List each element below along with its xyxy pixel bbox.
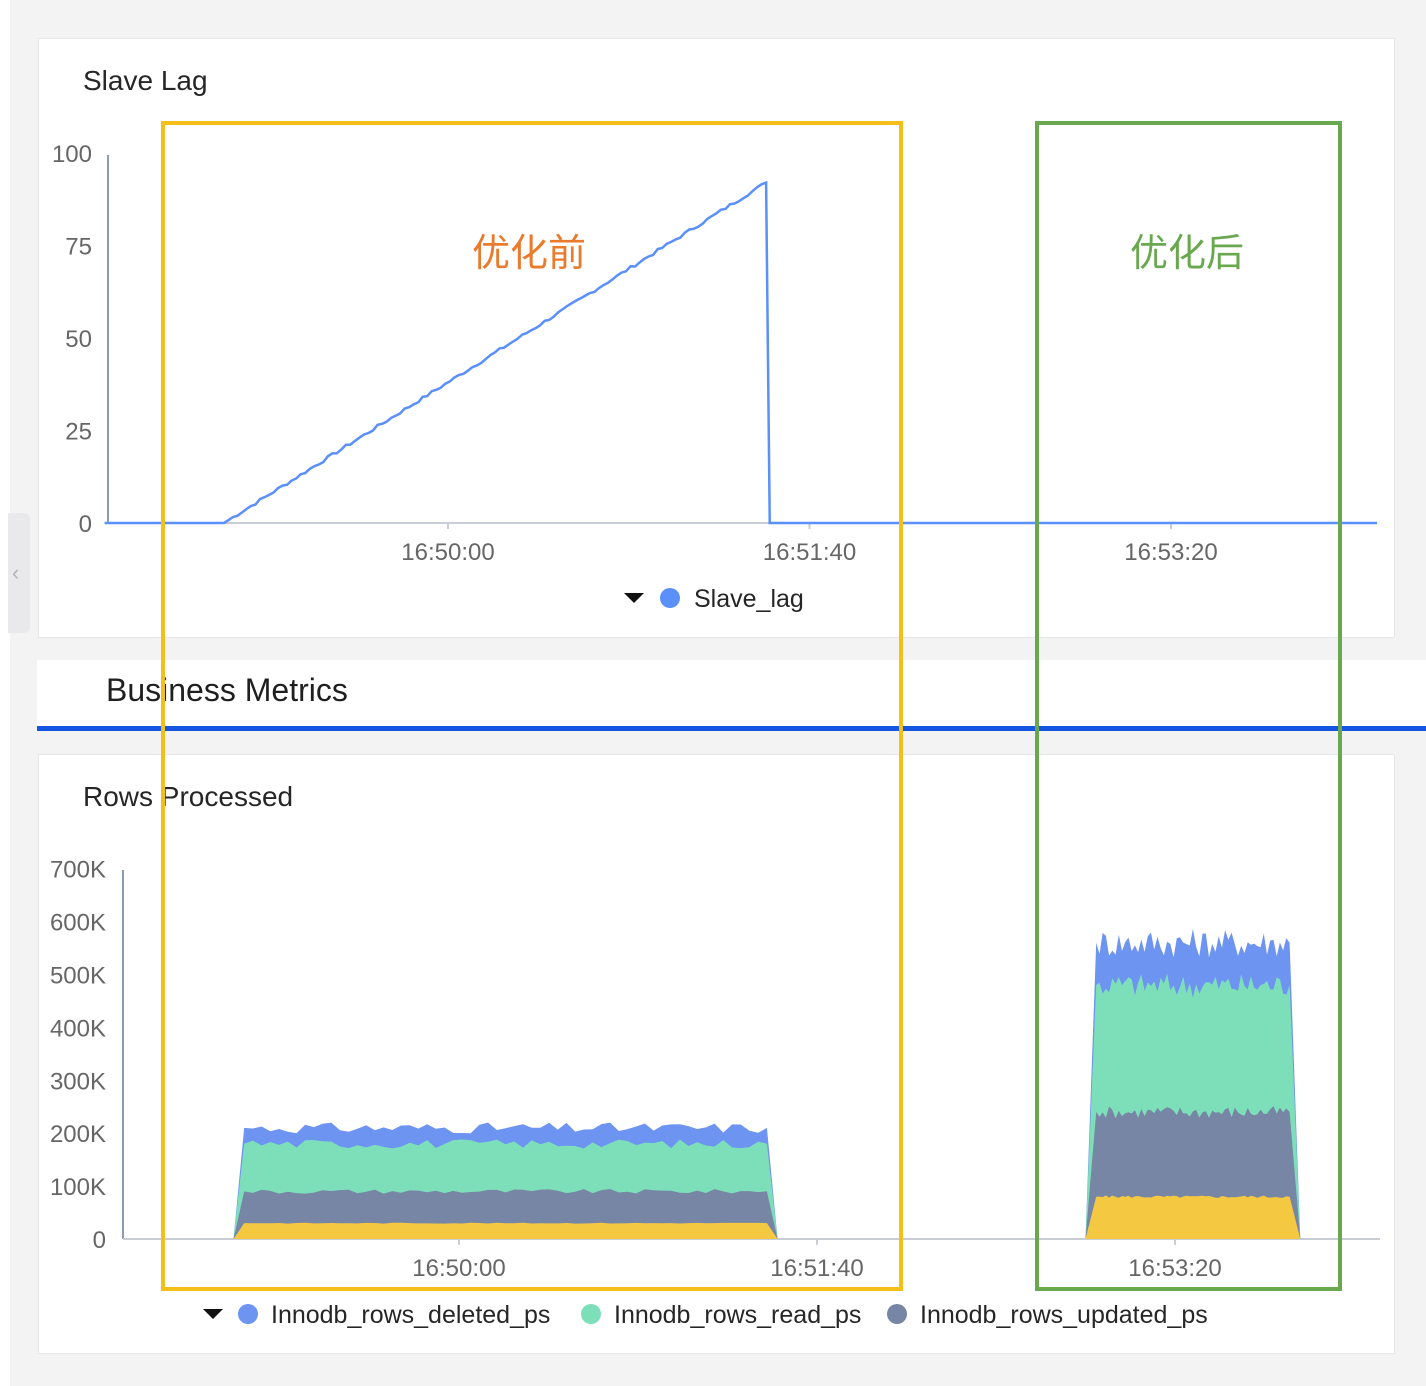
- x-tick-label: 16:50:00: [401, 539, 494, 566]
- area-unlabeled-series-seg1: [233, 1222, 778, 1239]
- y-tick-label: 50: [65, 326, 92, 353]
- annotation-label-before: 优化前: [472, 231, 587, 275]
- rows-processed-chart: 0 100K 200K 300K 400K 500K 600K 700K 16:50:00 16:…: [50, 857, 1380, 1329]
- legend-dot-innodb-rows-read-ps: [581, 1304, 601, 1324]
- y-tick-label: 75: [65, 234, 92, 261]
- y-tick-label: 700K: [50, 857, 106, 884]
- section-header: [37, 660, 1426, 726]
- x-tick-label: 16:53:20: [1128, 1255, 1221, 1282]
- legend-dot-slave-lag: [660, 588, 680, 608]
- section-underline: [37, 726, 1426, 731]
- legend-label-innodb-rows-read-ps: Innodb_rows_read_ps: [614, 1301, 861, 1329]
- slave-lag-panel: Slave Lag: [38, 38, 1395, 638]
- y-tick-label: 200K: [50, 1121, 106, 1148]
- y-tick-label: 0: [93, 1227, 106, 1254]
- y-tick-label: 300K: [50, 1068, 106, 1095]
- legend-label-innodb-rows-updated-ps: Innodb_rows_updated_ps: [920, 1301, 1208, 1329]
- left-edge: [0, 0, 10, 1386]
- y-tick-label: 400K: [50, 1015, 106, 1042]
- legend-label-innodb-rows-deleted-ps: Innodb_rows_deleted_ps: [271, 1301, 550, 1329]
- x-tick-label: 16:53:20: [1124, 539, 1217, 566]
- legend-label-slave-lag: Slave_lag: [694, 585, 804, 613]
- y-tick-label: 0: [79, 511, 92, 538]
- y-tick-label: 600K: [50, 910, 106, 937]
- slave-lag-chart: 0 25 50 75 100 16:50:00 16:51:40 16:53:20 Slave_…: [52, 141, 1378, 613]
- annotation-label-after: 优化后: [1130, 231, 1245, 275]
- legend-dot-innodb-rows-deleted-ps: [238, 1304, 258, 1324]
- collapse-handle[interactable]: ‹: [8, 513, 30, 633]
- chevron-left-icon: ‹: [12, 560, 20, 585]
- legend-dot-innodb-rows-updated-ps: [887, 1304, 907, 1324]
- x-tick-label: 16:50:00: [412, 1255, 505, 1282]
- panel-title-rows-processed: Rows Processed: [83, 781, 294, 812]
- panel-title-slave-lag: Slave Lag: [83, 65, 208, 96]
- x-tick-label: 16:51:40: [770, 1255, 863, 1282]
- legend-toggle-icon: [203, 1309, 223, 1319]
- section-title: Business Metrics: [106, 672, 348, 708]
- y-tick-label: 500K: [50, 963, 106, 990]
- area-unlabeled-series-seg2: [1085, 1195, 1301, 1239]
- legend-toggle-icon: [624, 593, 644, 603]
- x-tick-label: 16:51:40: [763, 539, 856, 566]
- y-tick-label: 100: [52, 141, 92, 168]
- series-line-slave-lag: [104, 180, 1378, 525]
- y-tick-label: 100K: [50, 1174, 106, 1201]
- y-tick-label: 25: [65, 419, 92, 446]
